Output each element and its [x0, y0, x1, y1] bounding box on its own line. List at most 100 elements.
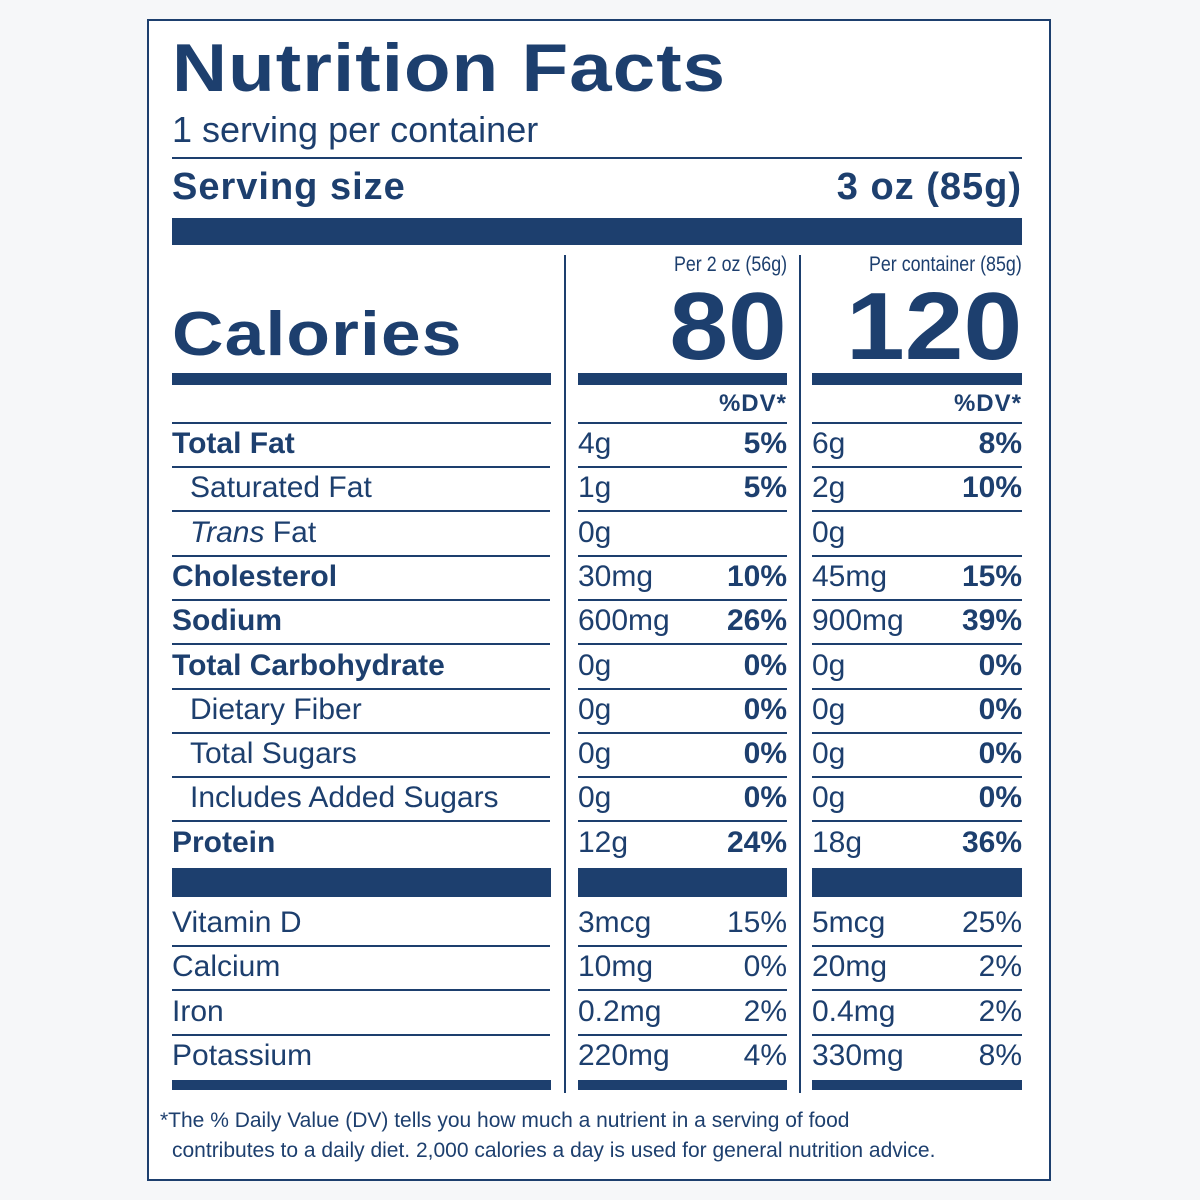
percent-dv: 0%: [743, 692, 787, 726]
nutrient-name: Saturated Fat: [172, 468, 550, 513]
servings-per-container: 1 serving per container: [172, 109, 539, 150]
percent-dv: 0%: [978, 737, 1022, 771]
calories-value-2: 120: [845, 273, 1022, 380]
thick-bar: [812, 868, 1022, 897]
bar: [578, 1080, 787, 1090]
nutrient-cell-c2: 0g 0%: [812, 734, 1022, 779]
nutrient-name: Iron: [172, 992, 550, 1036]
percent-dv: 0%: [743, 781, 787, 815]
amount: 4g: [578, 427, 612, 460]
divider: [172, 157, 1022, 159]
nutrient-cell-c1: 220mg 4%: [578, 1036, 787, 1080]
divider: [812, 422, 1022, 424]
amount: 0g: [812, 781, 846, 815]
footnote-line: contributes to a daily diet. 2,000 calor…: [172, 1139, 936, 1162]
thick-bar: [172, 868, 551, 897]
dv-header-2: %DV*: [953, 390, 1022, 417]
calories-label: Calories: [172, 300, 463, 369]
footnote: *The % Daily Value (DV) tells you how mu…: [160, 1106, 935, 1166]
bar: [812, 1080, 1022, 1090]
amount: 0g: [578, 515, 612, 549]
percent-dv: 4%: [743, 1038, 787, 1072]
amount: 0.4mg: [812, 994, 896, 1028]
amount: 1g: [578, 471, 612, 505]
percent-dv: 0%: [978, 692, 1022, 726]
nutrient-name: Sodium: [172, 601, 550, 646]
percent-dv: 39%: [961, 604, 1022, 638]
amount: 220mg: [578, 1038, 670, 1072]
column-divider: [564, 255, 566, 1093]
amount: 0g: [578, 692, 612, 726]
nutrient-cell-c1: 600mg 26%: [578, 601, 787, 646]
nutrient-cell-c1: 30mg 10%: [578, 557, 787, 601]
amount: 6g: [812, 427, 846, 460]
nutrient-cell-c1: 4g 5%: [578, 424, 787, 468]
nutrient-name: Total Sugars: [172, 734, 550, 779]
nutrient-cell-c2: 20mg 2%: [812, 947, 1022, 992]
nutrient-cell-c2: 0g 0%: [812, 778, 1022, 823]
amount: 3mcg: [578, 906, 652, 939]
percent-dv: 26%: [726, 604, 787, 638]
column-divider: [799, 255, 801, 1093]
percent-dv: 10%: [961, 471, 1022, 505]
percent-dv: 10%: [726, 559, 787, 593]
nutrient-cell-c1: 12g 24%: [578, 823, 787, 867]
nutrient-cell-c2: 18g 36%: [812, 823, 1022, 867]
footnote-line: *The % Daily Value (DV) tells you how mu…: [160, 1109, 850, 1132]
amount: 0.2mg: [578, 994, 662, 1028]
nutrient-cell-c2: 2g 10%: [812, 468, 1022, 513]
nutrient-name: Dietary Fiber: [172, 690, 550, 734]
bar: [172, 373, 551, 385]
nutrient-cell-c2: 0g 0%: [812, 646, 1022, 690]
amount: 10mg: [578, 950, 654, 984]
amount: 0g: [578, 737, 612, 771]
percent-dv: 5%: [743, 427, 787, 460]
column-header-2: Per container (85g): [869, 253, 1022, 276]
amount: 12g: [578, 825, 629, 859]
nutrient-cell-c2: 900mg 39%: [812, 601, 1022, 646]
name-rest: Fat: [264, 515, 317, 549]
nutrient-cell-c1: 10mg 0%: [578, 947, 787, 992]
serving-size-label: Serving size: [172, 166, 406, 208]
bar: [812, 373, 1022, 385]
percent-dv: 2%: [978, 994, 1022, 1028]
nutrient-name: Vitamin D: [172, 903, 550, 947]
thick-bar: [172, 218, 1022, 245]
amount: 18g: [812, 825, 863, 859]
nutrient-name: Calcium: [172, 947, 550, 992]
amount: 0g: [812, 692, 846, 726]
nutrient-cell-c1: 0g 0%: [578, 734, 787, 779]
dv-header-1: %DV*: [718, 390, 787, 417]
nutrient-name: Trans Fat: [172, 513, 550, 557]
nutrient-cell-c2: 5mcg 25%: [812, 903, 1022, 947]
nutrient-cell-c2: 45mg 15%: [812, 557, 1022, 601]
percent-dv: 25%: [961, 906, 1022, 939]
amount: 0g: [578, 781, 612, 815]
nutrient-cell-c1: 0.2mg 2%: [578, 992, 787, 1036]
percent-dv: 2%: [978, 950, 1022, 984]
nutrient-name: Cholesterol: [172, 557, 550, 601]
nutrient-cell-c2: 0.4mg 2%: [812, 992, 1022, 1036]
nutrient-cell-c1: 0g 0%: [578, 646, 787, 690]
nutrient-cell-c1: 0g 0%: [578, 778, 787, 823]
nutrient-cell-c1: 3mcg 15%: [578, 903, 787, 947]
amount: 330mg: [812, 1038, 904, 1072]
nutrient-cell-c1: 0g 0%: [578, 690, 787, 734]
amount: 30mg: [578, 559, 654, 593]
amount: 45mg: [812, 559, 888, 593]
nutrient-name: Includes Added Sugars: [172, 778, 550, 823]
nutrient-cell-c2: 6g 8%: [812, 424, 1022, 468]
percent-dv: 8%: [978, 1038, 1022, 1072]
bar: [172, 1080, 551, 1090]
amount: 20mg: [812, 950, 888, 984]
nutrient-name: Total Fat: [172, 424, 550, 468]
column-header-1: Per 2 oz (56g): [673, 253, 787, 276]
nutrient-name: Protein: [172, 825, 276, 859]
thick-bar: [578, 868, 787, 897]
calories-value-1: 80: [669, 273, 787, 380]
percent-dv: 15%: [726, 906, 787, 939]
amount: 900mg: [812, 604, 904, 638]
amount: 600mg: [578, 604, 670, 638]
amount: 0g: [812, 515, 846, 549]
nutrient-cell-c1: 0g: [578, 513, 787, 557]
